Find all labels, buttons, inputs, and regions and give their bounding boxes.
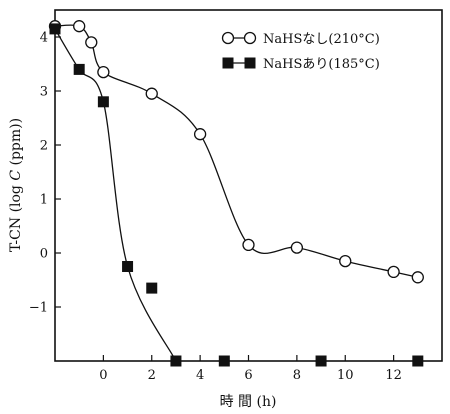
legend-marker-circle — [221, 31, 235, 45]
x-tick-label: 12 — [385, 368, 402, 383]
y-tick-label: 1 — [40, 193, 48, 208]
y-axis-title-suffix: (ppm)) — [8, 118, 24, 170]
data-point-square — [146, 282, 158, 294]
data-point-square — [218, 355, 230, 367]
x-tick-label: 0 — [99, 368, 107, 383]
y-tick-label: 0 — [40, 247, 48, 262]
data-point-circle — [85, 36, 98, 49]
y-tick-label: 4 — [40, 31, 48, 46]
data-point-square — [122, 261, 134, 272]
data-point-square — [412, 355, 424, 367]
data-point-circle — [97, 65, 110, 79]
data-point-circle — [290, 241, 304, 254]
y-axis-title-prefix: T-CN (log — [8, 181, 24, 252]
legend-marker-square — [244, 57, 256, 69]
data-point-circle — [242, 238, 255, 252]
x-tick-label: 8 — [293, 368, 301, 383]
data-point-square — [170, 355, 182, 367]
data-point-square — [49, 23, 61, 35]
series-curves — [54, 24, 418, 362]
legend-marker-square — [222, 57, 234, 69]
y-tick-label: 2 — [40, 139, 48, 154]
y-tick-label: −1 — [29, 301, 48, 316]
data-point-circle — [193, 128, 207, 141]
data-point-circle — [73, 20, 86, 33]
data-point-circle — [411, 271, 424, 284]
data-point-square — [97, 96, 109, 108]
data-point-square — [315, 355, 327, 367]
x-tick-label: 2 — [148, 368, 156, 383]
x-axis-title: 時 間 (h) — [220, 394, 277, 410]
x-tick-label: 4 — [196, 368, 204, 383]
data-point-square — [73, 63, 85, 75]
x-axis: 0 2 4 6 8 10 12 — [99, 355, 402, 383]
data-point-circle — [387, 265, 400, 279]
legend-marker-circle — [243, 31, 257, 45]
legend: NaHSなし(210°C) NaHSあり(185°C) — [221, 31, 380, 72]
x-tick-label: 10 — [337, 368, 354, 383]
x-tick-label: 6 — [244, 368, 252, 383]
series-markers — [48, 20, 424, 367]
y-tick-label: 3 — [40, 85, 48, 100]
legend-label: NaHSあり(185°C) — [263, 57, 380, 72]
y-axis: −1 0 1 2 3 4 — [29, 31, 61, 316]
y-axis-title: T-CN (log C (ppm)) — [8, 118, 24, 252]
y-axis-title-variable: C — [8, 170, 24, 181]
data-point-circle — [339, 254, 352, 268]
legend-label: NaHSなし(210°C) — [263, 32, 380, 47]
data-point-circle — [145, 87, 158, 100]
